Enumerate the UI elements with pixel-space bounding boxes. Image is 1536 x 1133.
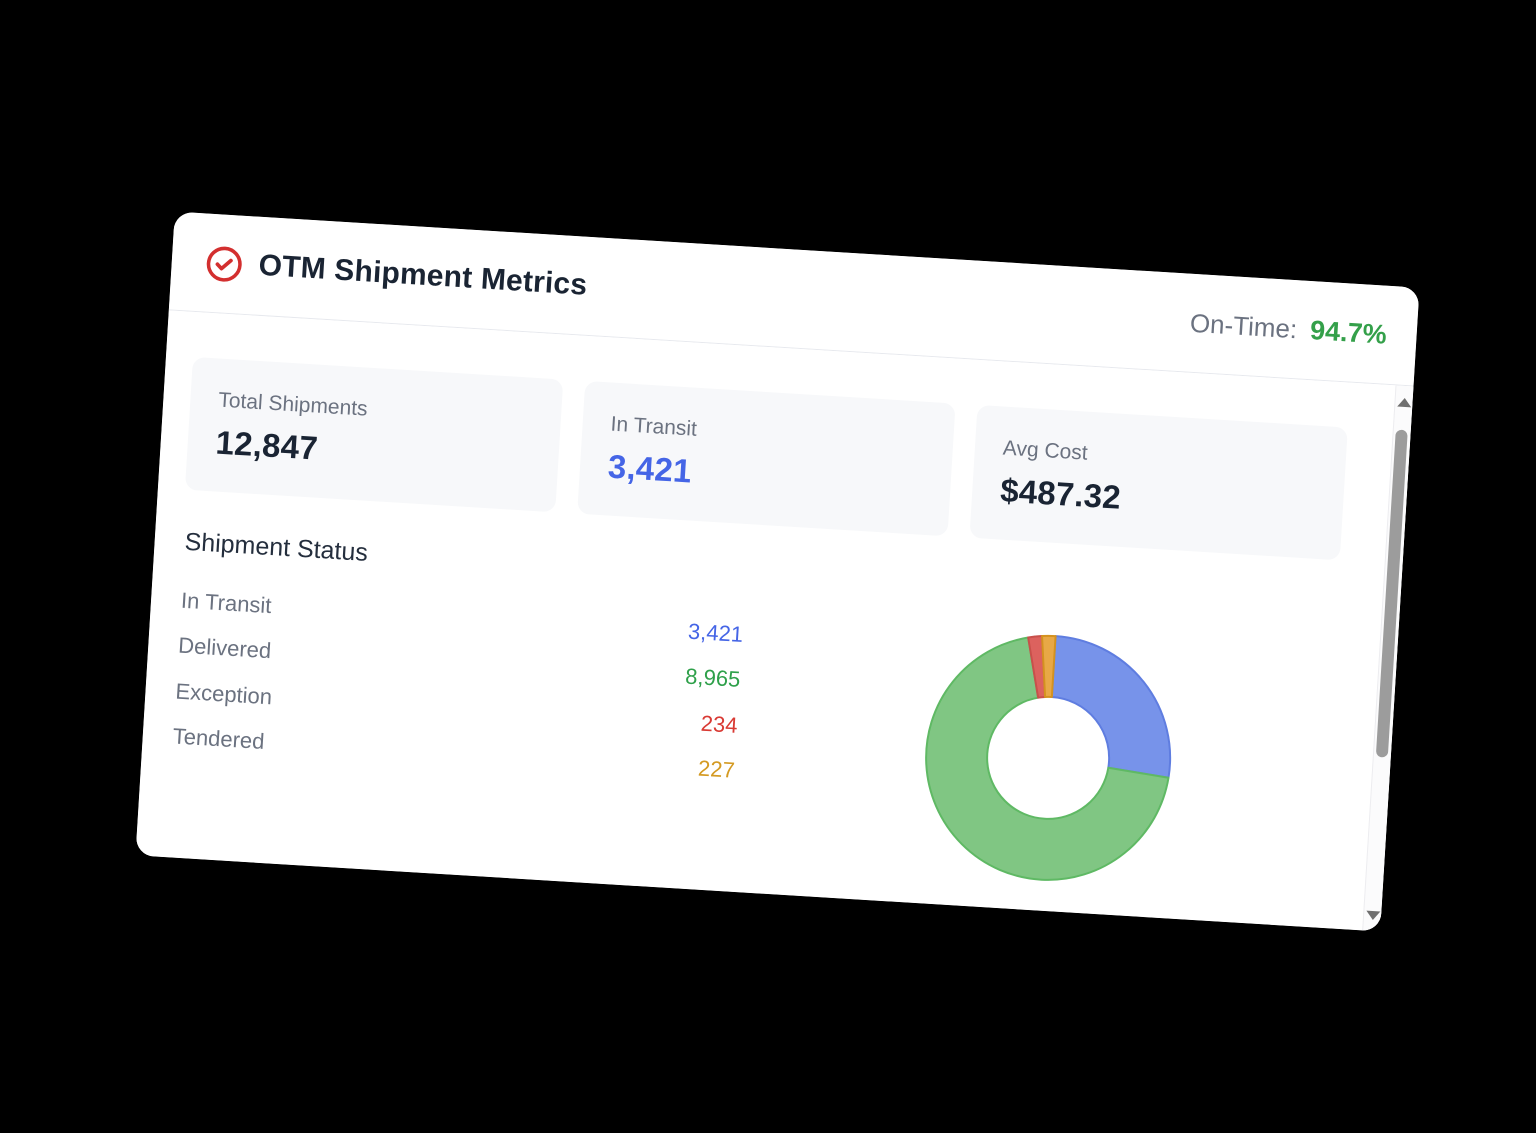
page-title: OTM Shipment Metrics xyxy=(257,248,589,302)
status-label: Tendered xyxy=(172,723,266,755)
stat-value: 12,847 xyxy=(214,423,319,467)
on-time-value: 94.7% xyxy=(1309,314,1388,350)
vertical-scrollbar[interactable] xyxy=(1362,385,1414,932)
donut-slice-tendered[interactable] xyxy=(1038,634,1057,698)
stat-card-total-shipments: Total Shipments 12,847 xyxy=(184,356,564,513)
status-value: 3,421 xyxy=(687,618,744,647)
status-value: 8,965 xyxy=(684,663,742,693)
stat-value: 3,421 xyxy=(606,447,693,490)
otm-metrics-card: OTM Shipment Metrics On-Time: 94.7% Tota… xyxy=(135,211,1420,932)
status-label: Delivered xyxy=(177,632,272,664)
stats-row: Total Shipments 12,847 In Transit 3,421 … xyxy=(184,356,1348,561)
donut-slice-delivered[interactable] xyxy=(919,632,1177,887)
status-list: In Transit 3,421 Delivered 8,965 Excepti… xyxy=(171,578,744,794)
status-donut-chart[interactable] xyxy=(917,627,1180,890)
stat-label: Avg Cost xyxy=(1002,436,1089,465)
card-body: Total Shipments 12,847 In Transit 3,421 … xyxy=(135,310,1414,932)
donut-svg xyxy=(919,632,1177,887)
scrollbar-thumb[interactable] xyxy=(1375,429,1408,758)
on-time-stat: On-Time: 94.7% xyxy=(1189,307,1387,350)
status-label: Exception xyxy=(174,678,273,710)
stat-card-avg-cost: Avg Cost $487.32 xyxy=(969,404,1348,561)
status-label: In Transit xyxy=(180,587,273,618)
donut-slice-in-transit[interactable] xyxy=(1047,635,1177,779)
status-value: 227 xyxy=(697,755,736,783)
card-header: OTM Shipment Metrics On-Time: 94.7% xyxy=(168,211,1420,387)
status-value: 234 xyxy=(700,710,739,738)
on-time-label: On-Time: xyxy=(1189,307,1299,344)
section-heading: Shipment Status xyxy=(183,527,369,567)
scroll-up-button[interactable] xyxy=(1395,389,1413,414)
header-spacer xyxy=(587,286,1190,323)
stat-card-in-transit: In Transit 3,421 xyxy=(577,380,956,537)
stat-label: In Transit xyxy=(609,412,698,441)
scroll-down-icon xyxy=(1365,910,1380,920)
scroll-up-icon xyxy=(1396,397,1412,407)
stat-value: $487.32 xyxy=(999,471,1122,516)
scroll-down-button[interactable] xyxy=(1363,902,1381,927)
stat-label: Total Shipments xyxy=(217,388,369,421)
check-circle-icon xyxy=(205,244,244,283)
